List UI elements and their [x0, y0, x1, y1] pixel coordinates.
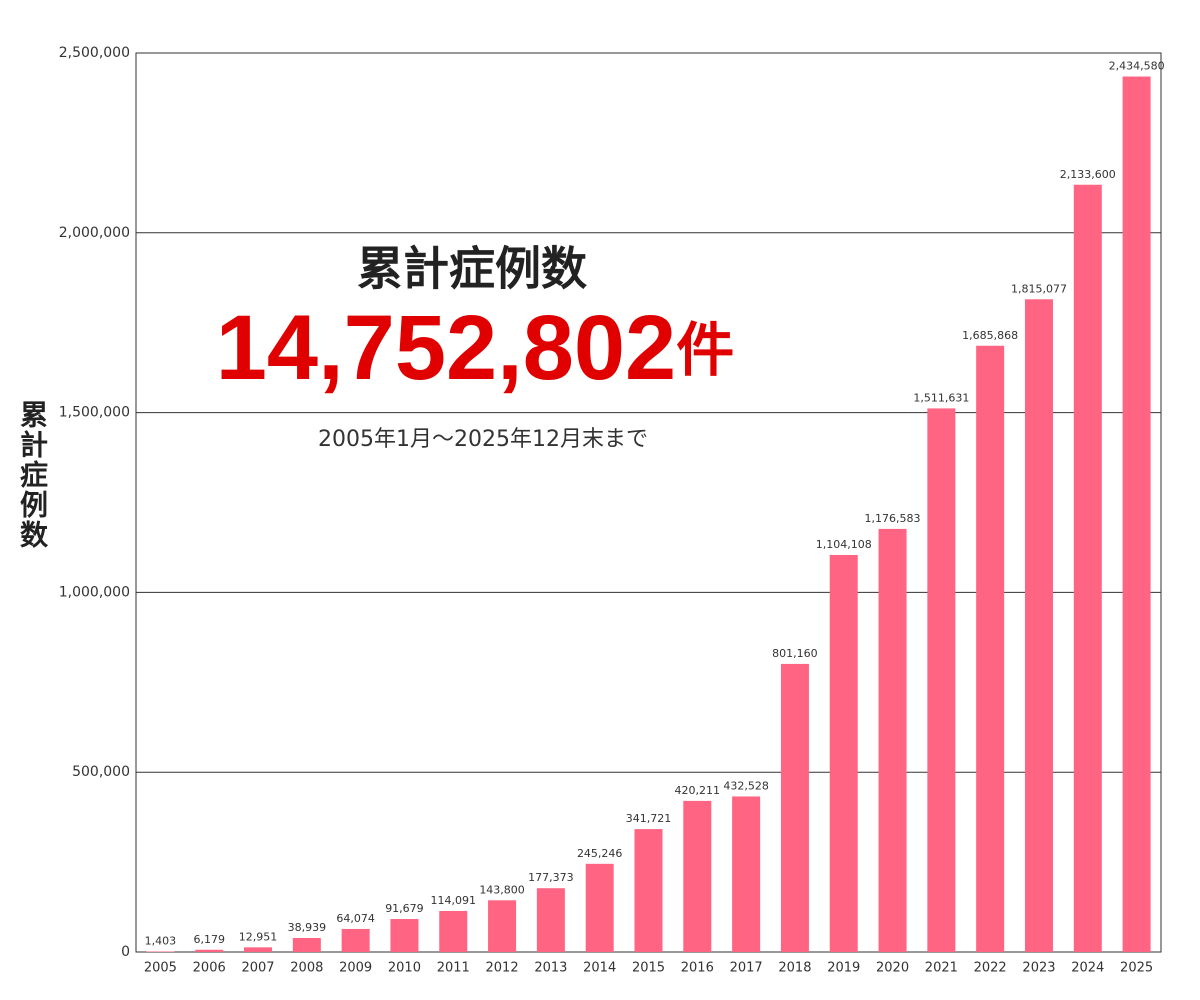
x-tick-label: 2013 — [534, 961, 567, 976]
bar — [585, 863, 614, 952]
x-tick-label: 2010 — [388, 961, 421, 976]
y-tick-label: 1,000,000 — [59, 584, 130, 600]
value-label: 91,679 — [385, 902, 424, 915]
value-label: 2,133,600 — [1060, 168, 1116, 181]
value-label: 114,091 — [431, 894, 477, 907]
bar — [976, 345, 1005, 953]
total-unit: 件 — [676, 318, 734, 383]
value-label: 801,160 — [772, 647, 818, 660]
x-tick-label: 2014 — [583, 961, 616, 976]
value-label: 38,939 — [288, 921, 327, 934]
bar — [292, 937, 321, 952]
x-tick-label: 2025 — [1120, 961, 1153, 976]
x-tick-label: 2007 — [241, 961, 274, 976]
x-tick-label: 2017 — [730, 961, 763, 976]
bar — [439, 910, 468, 952]
value-label: 1,511,631 — [913, 391, 969, 404]
bar — [878, 528, 907, 952]
x-tick-label: 2008 — [290, 961, 323, 976]
value-label: 341,721 — [626, 812, 672, 825]
x-tick-label: 2022 — [974, 961, 1007, 976]
bar — [146, 951, 175, 952]
bar — [1122, 76, 1151, 953]
value-label: 1,685,868 — [962, 329, 1018, 342]
bar — [683, 800, 712, 952]
value-label: 64,074 — [336, 912, 375, 925]
bar — [536, 888, 565, 952]
x-tick-label: 2015 — [632, 961, 665, 976]
y-tick-label: 2,000,000 — [59, 225, 130, 241]
bar — [341, 928, 370, 952]
x-tick-label: 2006 — [193, 961, 226, 976]
value-label: 143,800 — [479, 883, 525, 896]
value-label: 432,528 — [723, 779, 769, 792]
total-number: 14,752,802 — [216, 297, 676, 399]
annotation-subtitle: 2005年1月～2025年12月末まで — [318, 427, 648, 452]
bar — [732, 796, 761, 952]
value-label: 1,104,108 — [816, 538, 872, 551]
x-tick-label: 2018 — [778, 961, 811, 976]
x-tick-label: 2024 — [1071, 961, 1104, 976]
x-tick-label: 2012 — [486, 961, 519, 976]
x-tick-label: 2019 — [827, 961, 860, 976]
x-tick-label: 2021 — [925, 961, 958, 976]
value-label: 420,211 — [675, 784, 721, 797]
value-label: 1,176,583 — [865, 512, 921, 525]
value-label: 177,373 — [528, 871, 574, 884]
x-tick-label: 2011 — [437, 961, 470, 976]
value-label: 245,246 — [577, 847, 623, 860]
value-label: 12,951 — [239, 930, 278, 943]
bar — [390, 919, 419, 952]
bar — [1073, 184, 1102, 952]
y-tick-label: 500,000 — [72, 764, 130, 780]
bar — [927, 408, 956, 952]
annotation-total: 14,752,802件 — [216, 297, 734, 399]
x-tick-label: 2020 — [876, 961, 909, 976]
bar — [195, 949, 224, 952]
x-tick-label: 2023 — [1022, 961, 1055, 976]
y-tick-label: 2,500,000 — [59, 45, 130, 61]
value-label: 1,815,077 — [1011, 282, 1067, 295]
value-label: 6,179 — [193, 933, 225, 946]
annotation-title: 累計症例数 — [357, 242, 587, 296]
y-tick-label: 0 — [121, 944, 130, 960]
x-tick-label: 2009 — [339, 961, 372, 976]
bar — [634, 829, 663, 952]
value-label: 2,434,580 — [1109, 60, 1165, 73]
bar — [244, 947, 273, 952]
y-axis-label: 累計症例数 — [16, 400, 49, 550]
y-tick-label: 1,500,000 — [59, 405, 130, 421]
bar — [829, 554, 858, 952]
bar — [488, 900, 517, 952]
x-tick-label: 2016 — [681, 961, 714, 976]
bar — [780, 663, 809, 952]
x-tick-label: 2005 — [144, 961, 177, 976]
bar — [1024, 299, 1053, 952]
value-label: 1,403 — [145, 934, 177, 947]
